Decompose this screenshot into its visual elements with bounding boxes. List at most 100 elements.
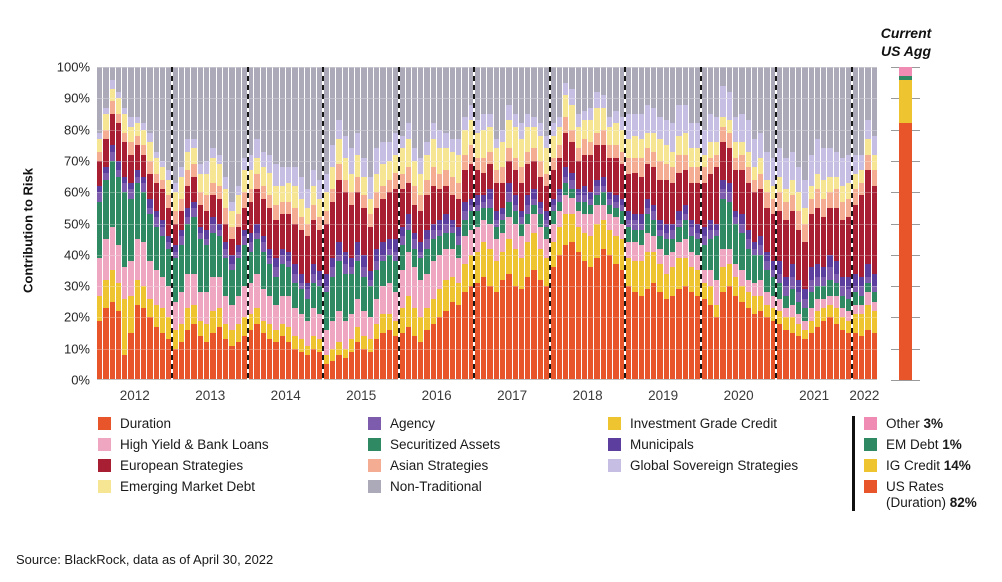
bar-segment bbox=[562, 195, 569, 215]
bar-segment bbox=[588, 236, 594, 268]
bar-segment bbox=[651, 251, 657, 283]
gridline bbox=[97, 192, 877, 194]
bar-segment bbox=[758, 245, 764, 255]
bar-segment bbox=[619, 198, 625, 205]
bar-segment bbox=[739, 301, 745, 380]
bar-segment bbox=[676, 220, 682, 227]
bar-segment bbox=[172, 223, 178, 246]
bar-segment bbox=[128, 126, 134, 143]
month-bar bbox=[329, 67, 336, 380]
bar-segment bbox=[311, 283, 317, 309]
bar-segment bbox=[607, 204, 613, 215]
bar-segment bbox=[185, 308, 191, 330]
year-separator-line bbox=[850, 67, 853, 380]
bar-segment-non-traditional bbox=[657, 67, 663, 118]
bar-segment bbox=[556, 117, 562, 127]
bar-segment bbox=[512, 157, 518, 171]
bar-segment bbox=[380, 261, 386, 287]
bar-segment bbox=[323, 292, 329, 330]
bar-segment bbox=[348, 192, 355, 205]
bar-segment bbox=[795, 292, 802, 302]
bar-segment bbox=[751, 254, 758, 283]
bar-segment bbox=[455, 245, 462, 258]
bar-segment bbox=[770, 295, 777, 309]
bar-segment bbox=[537, 226, 544, 249]
bar-segment bbox=[506, 201, 512, 218]
bar-segment bbox=[500, 232, 506, 252]
bar-segment bbox=[235, 342, 241, 380]
bar-segment bbox=[342, 320, 348, 349]
bar-segment bbox=[814, 173, 821, 190]
bar-segment bbox=[292, 348, 298, 380]
bar-segment bbox=[481, 242, 487, 277]
bar-segment bbox=[449, 151, 455, 177]
bar-segment-non-traditional bbox=[405, 67, 411, 124]
bar-segment bbox=[443, 148, 449, 171]
bar-segment bbox=[147, 317, 153, 380]
bar-segment bbox=[487, 114, 493, 127]
bar-segment bbox=[500, 129, 506, 143]
bar-segment bbox=[361, 195, 367, 208]
gridline bbox=[97, 254, 877, 256]
bar-segment bbox=[865, 170, 871, 265]
bar-segment bbox=[575, 195, 581, 202]
bar-segment bbox=[827, 148, 833, 177]
bar-segment bbox=[670, 295, 676, 380]
month-bar bbox=[336, 67, 342, 380]
bar-segment bbox=[688, 292, 695, 380]
bar-segment bbox=[399, 236, 405, 246]
bar-segment bbox=[462, 154, 468, 171]
bar-segment bbox=[380, 242, 386, 255]
bar-segment bbox=[556, 211, 562, 227]
bar-segment bbox=[481, 114, 487, 130]
bar-segment-non-traditional bbox=[147, 67, 153, 133]
bar-segment bbox=[437, 173, 443, 190]
bar-segment bbox=[858, 286, 865, 296]
bar-segment-non-traditional bbox=[229, 67, 235, 202]
bar-segment bbox=[380, 254, 386, 262]
legend-label: IG Credit 14% bbox=[886, 458, 971, 473]
bar-segment bbox=[210, 311, 216, 334]
bar-segment-non-traditional bbox=[235, 67, 241, 187]
bar-segment-non-traditional bbox=[518, 67, 525, 124]
bar-segment bbox=[235, 323, 241, 343]
bar-segment bbox=[682, 154, 688, 171]
bar-segment bbox=[556, 254, 562, 380]
month-bar bbox=[707, 67, 714, 380]
bar-segment bbox=[329, 361, 336, 380]
bar-segment bbox=[392, 336, 399, 380]
gridline bbox=[97, 67, 877, 68]
bar-segment bbox=[279, 254, 285, 265]
bar-segment bbox=[600, 248, 607, 380]
bar-segment bbox=[191, 217, 197, 274]
bar-segment bbox=[613, 123, 619, 146]
month-bar bbox=[386, 67, 392, 380]
bar-segment bbox=[191, 304, 197, 324]
bar-segment bbox=[770, 270, 777, 277]
bar-segment bbox=[386, 160, 392, 180]
year-separator-line bbox=[171, 67, 174, 380]
month-bar bbox=[229, 67, 235, 380]
bar-segment bbox=[732, 117, 739, 143]
bar-segment bbox=[871, 311, 877, 334]
bar-segment bbox=[285, 167, 292, 183]
bar-segment bbox=[827, 176, 833, 193]
bar-segment bbox=[764, 192, 770, 208]
bar-segment bbox=[267, 154, 273, 174]
bar-segment bbox=[355, 254, 361, 262]
bar-segment bbox=[210, 217, 216, 224]
bar-segment bbox=[279, 248, 285, 255]
bar-segment-non-traditional bbox=[537, 67, 544, 124]
bar-segment bbox=[455, 257, 462, 283]
bar-segment-non-traditional bbox=[562, 67, 569, 83]
bar-segment bbox=[97, 186, 103, 193]
bar-segment bbox=[361, 207, 367, 255]
bar-segment bbox=[103, 279, 109, 309]
bar-segment bbox=[550, 123, 556, 136]
month-bar bbox=[248, 67, 254, 380]
bar-segment bbox=[500, 207, 506, 215]
legend-swatch bbox=[368, 417, 381, 430]
bar-segment-non-traditional bbox=[581, 67, 588, 111]
bar-segment bbox=[569, 189, 575, 199]
bar-segment bbox=[600, 176, 607, 186]
